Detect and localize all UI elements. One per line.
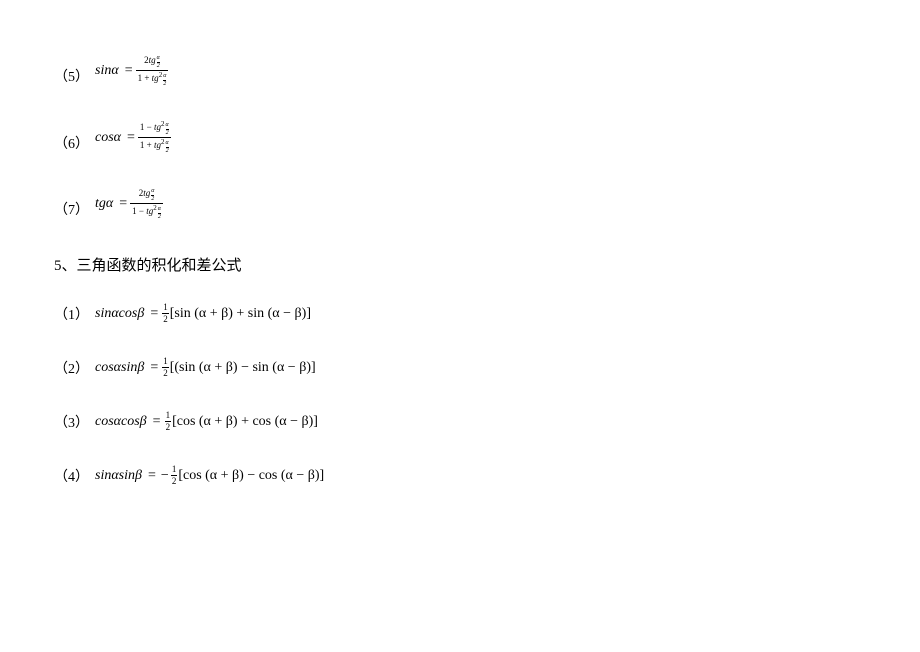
equals-p2: = bbox=[150, 361, 158, 375]
lhs-p4: sinαsinβ bbox=[95, 469, 142, 483]
f7-den-sq: 2 bbox=[153, 204, 157, 212]
half-top: 1 bbox=[165, 411, 172, 421]
section-heading: 5、三角函数的积化和差公式 bbox=[54, 254, 920, 275]
mini-frac-icon: α2 bbox=[158, 206, 161, 220]
formula-row-6: （6） cosα = 1 − tg2α2 1 + tg2α2 bbox=[54, 121, 920, 154]
item-number-4: （4） bbox=[54, 471, 89, 487]
rhs-p1: [sin (α + β) + sin (α − β)] bbox=[170, 307, 311, 321]
f6-num-tg: tg bbox=[154, 122, 161, 132]
fraction-7: 2tgα2 1 − tg2α2 bbox=[130, 188, 163, 220]
formula-5: sinα = 2tgα2 1 + tg2α2 bbox=[95, 55, 168, 87]
formula-row-3: （3） cosαcosβ = 12 [cos (α + β) + cos (α … bbox=[54, 411, 920, 433]
formula-2: cosαsinβ = 12 [(sin (α + β) − sin (α − β… bbox=[95, 357, 316, 379]
formula-row-7: （7） tgα = 2tgα2 1 − tg2α2 bbox=[54, 188, 920, 220]
mini-bot: 2 bbox=[157, 62, 160, 70]
f6-num-pre: 1 − bbox=[140, 122, 154, 132]
mini-bot: 2 bbox=[158, 213, 161, 221]
half-bot: 2 bbox=[165, 421, 172, 432]
f5-den-pre: 1 + bbox=[138, 73, 152, 83]
mini-bot: 2 bbox=[151, 195, 154, 203]
mini-bot: 2 bbox=[163, 80, 166, 88]
lhs-7: tgα bbox=[95, 197, 113, 211]
half-frac-icon: 12 bbox=[162, 357, 169, 379]
half-top: 1 bbox=[171, 465, 178, 475]
document-page: （5） sinα = 2tgα2 1 + tg2α2 （6） cosα = 1 … bbox=[0, 0, 920, 487]
formula-6: cosα = 1 − tg2α2 1 + tg2α2 bbox=[95, 121, 171, 154]
f6-num-sq: 2 bbox=[161, 120, 165, 128]
half-top: 1 bbox=[162, 357, 169, 367]
item-number-1: （1） bbox=[54, 309, 89, 325]
f7-den-pre: 1 − bbox=[132, 206, 146, 216]
lhs-6: cosα bbox=[95, 131, 121, 145]
item-number-5: （5） bbox=[54, 71, 89, 87]
f7-num-tg: tg bbox=[143, 188, 150, 198]
f6-den-tg: tg bbox=[154, 140, 161, 150]
mini-frac-icon: α2 bbox=[163, 73, 166, 87]
formula-1: sinαcosβ = 12 [sin (α + β) + sin (α − β)… bbox=[95, 303, 311, 325]
item-number-3: （3） bbox=[54, 417, 89, 433]
fraction-5: 2tgα2 1 + tg2α2 bbox=[136, 55, 169, 87]
rhs-p2: [(sin (α + β) − sin (α − β)] bbox=[170, 361, 316, 375]
formula-4: sinαsinβ = − 12 [cos (α + β) − cos (α − … bbox=[95, 465, 324, 487]
neg-sign: − bbox=[161, 469, 169, 483]
mini-frac-icon: α2 bbox=[166, 122, 169, 136]
equals-p3: = bbox=[153, 415, 161, 429]
half-bot: 2 bbox=[162, 313, 169, 324]
mini-frac-icon: α2 bbox=[151, 188, 154, 202]
f5-den-tg: tg bbox=[152, 73, 159, 83]
item-number-7: （7） bbox=[54, 204, 89, 220]
equals-5: = bbox=[125, 64, 133, 78]
lhs-p3: cosαcosβ bbox=[95, 415, 147, 429]
rhs-p3: [cos (α + β) + cos (α − β)] bbox=[172, 415, 318, 429]
mini-frac-icon: α2 bbox=[166, 140, 169, 154]
formula-7: tgα = 2tgα2 1 − tg2α2 bbox=[95, 188, 163, 220]
f5-den-sq: 2 bbox=[159, 71, 163, 79]
half-frac-icon: 12 bbox=[165, 411, 172, 433]
f6-den-pre: 1 + bbox=[140, 140, 154, 150]
item-number-2: （2） bbox=[54, 363, 89, 379]
lhs-p2: cosαsinβ bbox=[95, 361, 144, 375]
rhs-p4: [cos (α + β) − cos (α − β)] bbox=[178, 469, 324, 483]
half-frac-icon: 12 bbox=[162, 303, 169, 325]
equals-7: = bbox=[119, 197, 127, 211]
formula-row-1: （1） sinαcosβ = 12 [sin (α + β) + sin (α … bbox=[54, 303, 920, 325]
formula-row-2: （2） cosαsinβ = 12 [(sin (α + β) − sin (α… bbox=[54, 357, 920, 379]
formula-row-4: （4） sinαsinβ = − 12 [cos (α + β) − cos (… bbox=[54, 465, 920, 487]
lhs-5: sinα bbox=[95, 64, 119, 78]
mini-frac-icon: α2 bbox=[157, 55, 160, 69]
half-frac-icon: 12 bbox=[171, 465, 178, 487]
half-top: 1 bbox=[162, 303, 169, 313]
mini-bot: 2 bbox=[166, 129, 169, 137]
formula-row-5: （5） sinα = 2tgα2 1 + tg2α2 bbox=[54, 55, 920, 87]
half-bot: 2 bbox=[162, 367, 169, 378]
equals-p4: = bbox=[148, 469, 156, 483]
half-bot: 2 bbox=[171, 475, 178, 486]
item-number-6: （6） bbox=[54, 138, 89, 154]
lhs-p1: sinαcosβ bbox=[95, 307, 144, 321]
formula-3: cosαcosβ = 12 [cos (α + β) + cos (α − β)… bbox=[95, 411, 318, 433]
f6-den-sq: 2 bbox=[161, 138, 165, 146]
equals-p1: = bbox=[150, 307, 158, 321]
fraction-6: 1 − tg2α2 1 + tg2α2 bbox=[138, 121, 171, 154]
equals-6: = bbox=[127, 131, 135, 145]
mini-bot: 2 bbox=[166, 147, 169, 155]
f5-num-tg: tg bbox=[149, 55, 156, 65]
